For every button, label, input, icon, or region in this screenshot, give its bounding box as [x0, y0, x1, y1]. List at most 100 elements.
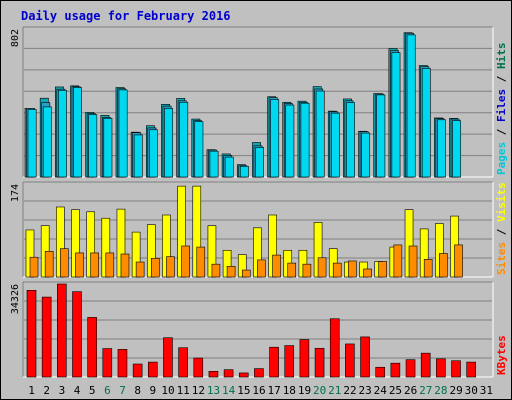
- sites-bar: [241, 269, 251, 278]
- kbytes-bar: [57, 283, 67, 378]
- pages-bar: [209, 150, 219, 178]
- day-label: 24: [374, 384, 388, 397]
- kbytes-max-label: 34326: [10, 284, 21, 314]
- sites-bar: [332, 262, 342, 278]
- kbytes-bar: [254, 368, 264, 378]
- sites-bar: [348, 260, 357, 278]
- sites-bar: [105, 252, 115, 278]
- sites-bar: [257, 259, 266, 278]
- pages-bar: [88, 114, 98, 178]
- hits-axis-label-part: Files: [495, 89, 508, 122]
- day-label: 28: [434, 384, 447, 397]
- sites-bar: [408, 245, 418, 278]
- kbytes-bar: [314, 347, 325, 378]
- day-label: 10: [161, 384, 174, 397]
- visits-axis-label-separator: /: [495, 222, 508, 242]
- day-label: 17: [268, 384, 281, 397]
- day-label: 30: [465, 384, 478, 397]
- kbytes-bar: [87, 317, 97, 378]
- kbytes-bar: [436, 358, 446, 378]
- kbytes-bar: [102, 348, 113, 378]
- pages-bar: [391, 52, 401, 178]
- kbytes-bar: [390, 362, 401, 378]
- hits-axis-label-part: Pages: [495, 142, 508, 175]
- pages-bar: [452, 120, 462, 178]
- sites-bar: [423, 259, 433, 278]
- sites-bar: [317, 257, 327, 278]
- day-label: 29: [449, 384, 462, 397]
- day-label: 27: [419, 384, 432, 397]
- sites-bar: [302, 263, 312, 278]
- pages-bar: [103, 118, 113, 178]
- pages-bar: [300, 102, 310, 178]
- kbytes-bar: [345, 343, 355, 378]
- visits-max-label: 174: [10, 184, 21, 202]
- kbytes-bar: [329, 318, 340, 378]
- pages-bar: [73, 87, 82, 178]
- sites-bar: [211, 263, 221, 278]
- kbytes-bar: [451, 360, 461, 378]
- sites-bar: [196, 246, 206, 278]
- day-label: 15: [237, 384, 250, 397]
- day-label: 2: [43, 384, 50, 397]
- day-label: 21: [328, 384, 341, 397]
- kbytes-bar: [405, 359, 416, 378]
- kbytes-bar: [223, 369, 234, 378]
- pages-bar: [239, 165, 249, 178]
- pages-bar: [255, 147, 264, 178]
- kbytes-bar: [284, 345, 295, 378]
- kbytes-bar: [26, 290, 37, 378]
- sites-bar: [120, 253, 130, 278]
- hits-max-label: 802: [10, 29, 21, 47]
- kbytes-bar: [238, 372, 249, 378]
- kbytes-bar: [117, 349, 128, 378]
- kbytes-bar: [147, 361, 158, 378]
- sites-bar: [439, 253, 448, 278]
- sites-bar: [393, 244, 403, 278]
- pages-bar: [361, 132, 371, 178]
- day-label: 25: [389, 384, 402, 397]
- day-label: 18: [283, 384, 296, 397]
- sites-bar: [150, 257, 160, 278]
- kbytes-bar: [375, 366, 386, 378]
- day-label: 14: [222, 384, 236, 397]
- pages-bar: [330, 112, 340, 178]
- sites-bar: [454, 244, 463, 278]
- day-label: 8: [134, 384, 141, 397]
- sites-bar: [90, 252, 99, 278]
- visits-axis-label-part: Visits: [495, 182, 508, 222]
- pages-bar: [27, 109, 37, 178]
- kbytes-axis-label: KBytes: [495, 335, 508, 375]
- pages-bar: [406, 34, 416, 178]
- pages-bar: [346, 102, 355, 178]
- sites-bar: [226, 266, 236, 278]
- day-label: 13: [207, 384, 220, 397]
- sites-bar: [75, 252, 84, 278]
- pages-bar: [148, 129, 158, 178]
- pages-bar: [285, 104, 295, 178]
- sites-bar: [60, 248, 69, 278]
- kbytes-bar: [208, 371, 219, 378]
- pages-bar: [224, 156, 234, 178]
- sites-bar: [135, 261, 145, 278]
- kbytes-bar: [72, 291, 82, 378]
- day-label: 12: [192, 384, 205, 397]
- pages-bar: [315, 90, 325, 178]
- pages-bar: [118, 89, 128, 178]
- pages-bar: [179, 101, 189, 178]
- day-label: 31: [480, 384, 493, 397]
- visits-axis-label: Sites / Visits: [495, 182, 508, 275]
- kbytes-bar: [299, 339, 310, 378]
- kbytes-bar: [41, 296, 52, 378]
- day-label: 20: [313, 384, 326, 397]
- kbytes-axis-label-part: KBytes: [495, 335, 508, 375]
- sites-bar: [363, 268, 372, 278]
- day-label: 9: [150, 384, 157, 397]
- sites-bar: [44, 251, 54, 278]
- kbytes-bar: [163, 337, 173, 378]
- hits-axis-label-separator: /: [495, 69, 508, 89]
- pages-bar: [270, 99, 280, 178]
- sites-bar: [272, 254, 281, 278]
- day-label: 11: [177, 384, 190, 397]
